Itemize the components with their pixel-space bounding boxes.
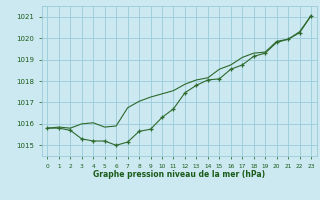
X-axis label: Graphe pression niveau de la mer (hPa): Graphe pression niveau de la mer (hPa) — [93, 170, 265, 179]
